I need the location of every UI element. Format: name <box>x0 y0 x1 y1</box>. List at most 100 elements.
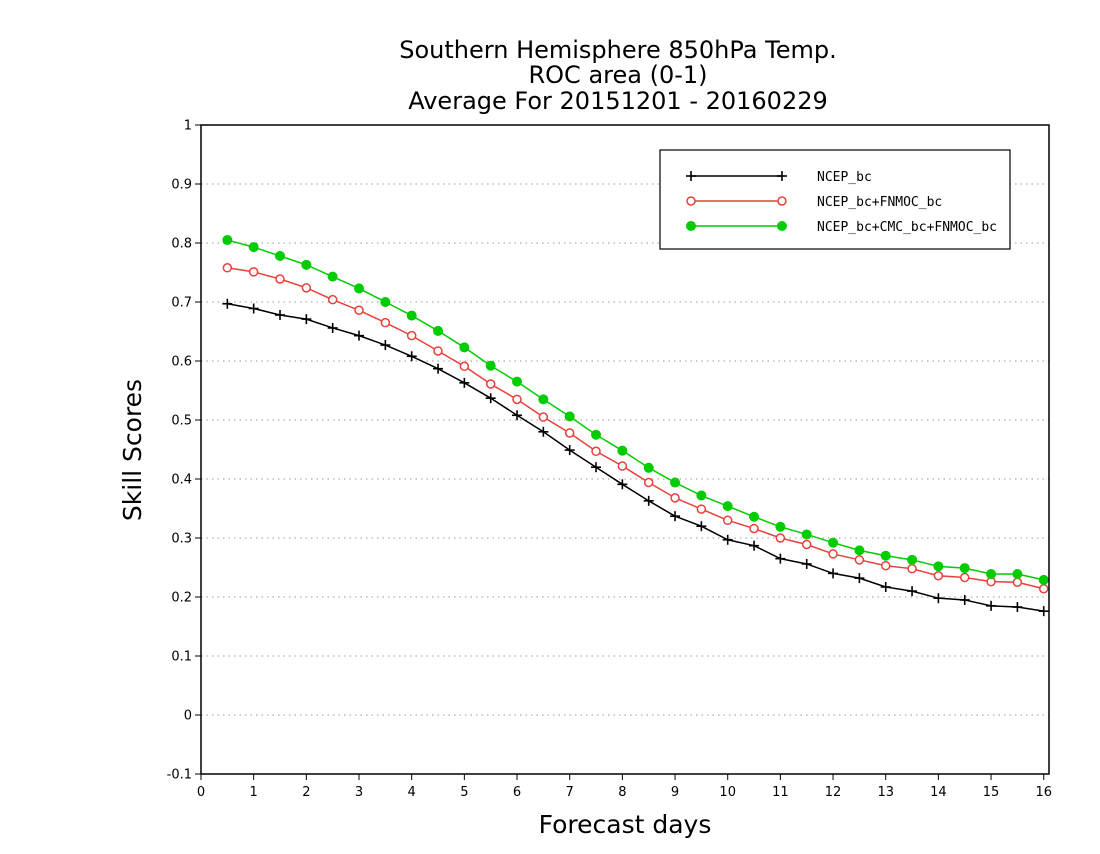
series-lines <box>222 235 1049 617</box>
x-axis-title: Forecast days <box>539 810 712 839</box>
data-point-series-3 <box>1012 568 1023 579</box>
data-point-series-3 <box>327 271 338 282</box>
y-axis-title: Skill Scores <box>118 379 147 521</box>
data-point-series-1 <box>1038 606 1049 617</box>
data-point-series-3 <box>617 445 628 456</box>
chart-subtitle: ROC area (0-1) <box>528 61 707 89</box>
x-tick-label: 16 <box>1035 785 1052 800</box>
y-tick-label: 0.6 <box>171 355 192 370</box>
data-point-series-3 <box>301 259 312 270</box>
chart-subtitle-period: Average For 20151201 - 20160229 <box>408 87 828 115</box>
data-point-series-1 <box>617 479 628 490</box>
data-point-series-2 <box>643 477 654 488</box>
data-point-series-3 <box>696 490 707 501</box>
y-tick-label: 0.8 <box>171 237 192 252</box>
data-point-series-3 <box>354 283 365 294</box>
x-tick-label: 5 <box>460 785 468 800</box>
data-point-series-3 <box>433 325 444 336</box>
data-point-series-3 <box>406 310 417 321</box>
plot-frame <box>200 124 1050 775</box>
legend-marker-2 <box>777 196 787 206</box>
data-point-series-1 <box>959 594 970 605</box>
data-point-series-1 <box>222 298 233 309</box>
y-tick-label: 0.4 <box>171 473 192 488</box>
data-point-series-3 <box>222 235 233 246</box>
data-point-series-2 <box>617 461 628 471</box>
data-point-series-1 <box>986 600 997 611</box>
data-point-series-1 <box>591 462 602 473</box>
data-point-series-3 <box>591 429 602 440</box>
data-point-series-1 <box>275 309 286 320</box>
data-point-series-1 <box>643 495 654 506</box>
data-point-series-2 <box>696 504 707 514</box>
data-point-series-1 <box>459 377 470 388</box>
chart-title: Southern Hemisphere 850hPa Temp. <box>399 36 836 64</box>
y-tick-label: 0.3 <box>171 532 192 547</box>
x-tick-label: 4 <box>408 785 416 800</box>
y-tick-label: 0.2 <box>171 591 192 606</box>
data-point-series-1 <box>380 340 391 351</box>
y-tick-label: 0.7 <box>171 296 192 311</box>
data-point-series-1 <box>406 351 417 362</box>
y-tick-label: 0.9 <box>171 178 192 193</box>
data-point-series-2 <box>406 330 417 341</box>
x-tick-label: 2 <box>302 785 310 800</box>
data-point-series-2 <box>248 267 259 277</box>
legend-marker-1 <box>777 171 787 181</box>
y-tick-label: 0.5 <box>171 414 192 429</box>
x-tick-label: 0 <box>197 785 205 800</box>
data-point-series-2 <box>301 283 312 293</box>
data-point-series-2 <box>907 563 917 574</box>
data-point-series-2 <box>1038 583 1049 594</box>
x-tick-label: 15 <box>983 785 1000 800</box>
data-point-series-3 <box>722 501 733 512</box>
legend-marker-2 <box>686 196 696 206</box>
data-point-series-3 <box>1038 574 1049 585</box>
data-point-series-1 <box>828 568 839 579</box>
grid <box>201 183 1049 716</box>
data-point-series-2 <box>775 533 786 543</box>
data-point-series-2 <box>722 515 733 526</box>
data-point-series-1 <box>722 534 733 545</box>
x-tick-label: 7 <box>566 785 574 800</box>
legend-label-3: NCEP_bc+CMC_bc+FNMOC_bc <box>817 220 997 235</box>
data-point-series-3 <box>512 376 523 387</box>
data-point-series-1 <box>907 586 918 597</box>
legend-box <box>659 149 1011 250</box>
x-tick-label: 1 <box>250 785 258 800</box>
data-point-series-1 <box>696 521 707 532</box>
data-point-series-1 <box>485 393 496 404</box>
data-point-series-2 <box>828 549 838 559</box>
data-point-series-3 <box>564 411 575 422</box>
data-point-series-3 <box>907 554 918 565</box>
data-point-series-1 <box>327 322 338 333</box>
data-point-series-3 <box>959 563 970 574</box>
data-point-series-1 <box>933 593 944 604</box>
data-point-series-1 <box>248 303 259 314</box>
data-point-series-1 <box>433 363 444 374</box>
data-point-series-3 <box>538 394 549 405</box>
x-tick-label: 14 <box>930 785 947 800</box>
data-point-series-2 <box>564 428 575 438</box>
data-point-series-2 <box>538 412 549 422</box>
data-point-series-1 <box>880 581 891 592</box>
data-point-series-2 <box>749 523 759 534</box>
data-point-series-3 <box>670 477 681 488</box>
data-point-series-3 <box>880 550 891 561</box>
x-tick-label: 9 <box>671 785 679 800</box>
data-point-series-2 <box>433 346 443 356</box>
data-point-series-2 <box>801 539 812 550</box>
data-point-series-2 <box>880 560 891 571</box>
data-point-series-1 <box>854 573 865 584</box>
data-point-series-2 <box>380 317 391 328</box>
data-point-series-1 <box>301 314 312 325</box>
x-tick-label: 11 <box>772 785 789 800</box>
data-point-series-2 <box>670 493 680 503</box>
data-point-series-3 <box>828 537 839 548</box>
data-point-series-1 <box>670 511 681 522</box>
data-point-series-3 <box>380 297 391 307</box>
data-point-series-3 <box>275 250 286 261</box>
